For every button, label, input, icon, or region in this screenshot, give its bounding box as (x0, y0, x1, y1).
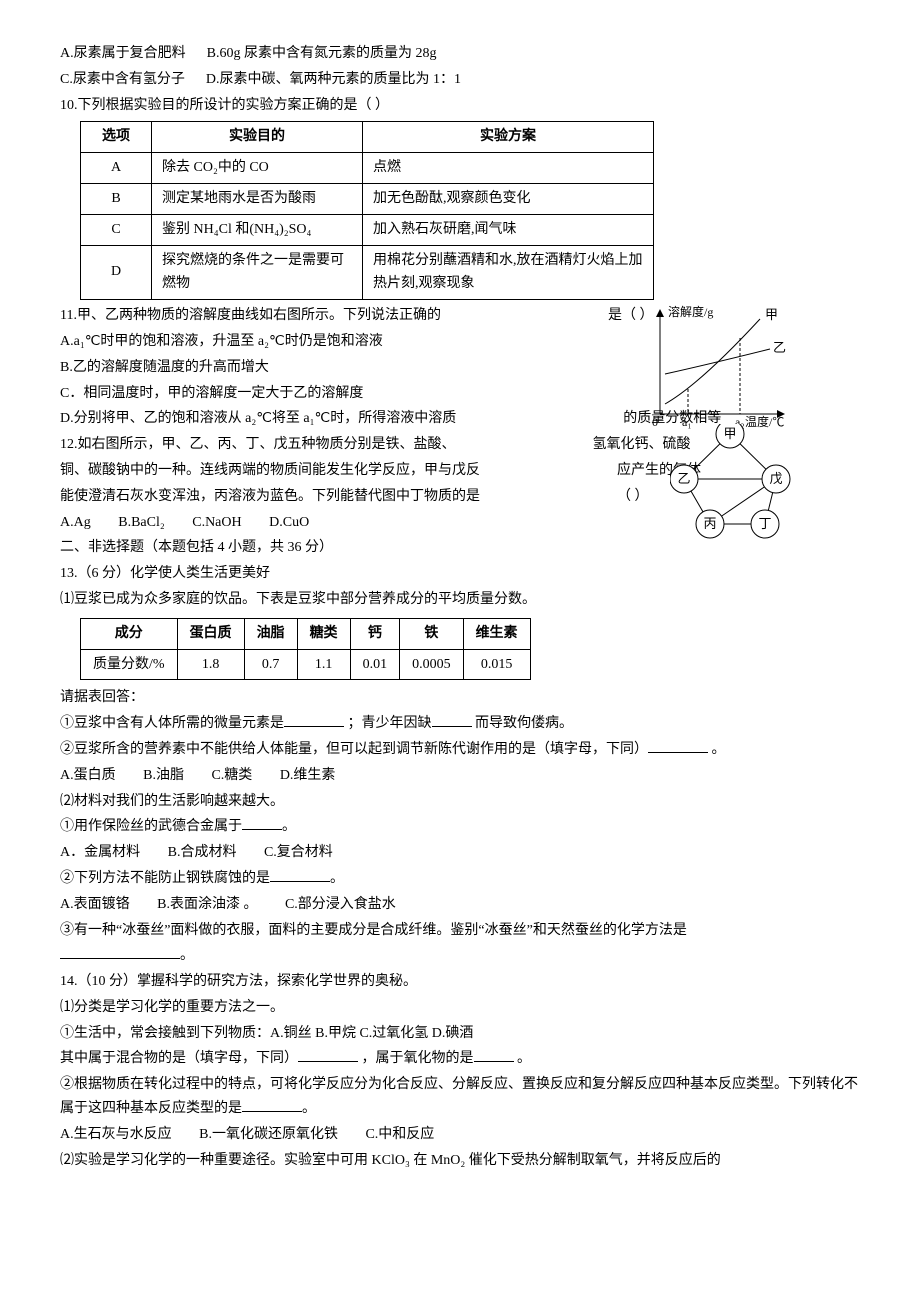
q10-table: 选项 实验目的 实验方案 A 除去 CO₂中的 CO 点燃 B 测定某地雨水是否… (80, 121, 654, 300)
pentagon-graph: 甲乙丙 丁 戊 (670, 424, 800, 558)
q14-s2-opts: A.生石灰与水反应 B.一氧化碳还原氧化铁 C.中和反应 (60, 1123, 860, 1147)
q13-m2: ②下列方法不能防止钢铁腐蚀的是。 (60, 867, 860, 891)
svg-text:丙: 丙 (703, 516, 716, 531)
q9-optC: C.尿素中含有氢分子 (60, 72, 185, 87)
table-row: C 鉴别 NH₄Cl 和(NH₄)₂SO₄ 加入熟石灰研磨,闻气味 (81, 214, 654, 245)
svg-text:丁: 丁 (758, 516, 771, 531)
q13-p2: ⑵材料对我们的生活影响越来越大。 (60, 790, 860, 814)
solubility-svg: 溶解度/g 温度/℃ 甲 乙 0 a₁ a₂ (640, 304, 800, 434)
q14-p2: ⑵实验是学习化学的一种重要途径。实验室中可用 KClO₃ 在 MnO₂ 催化下受… (60, 1149, 860, 1173)
svg-text:乙: 乙 (677, 471, 690, 486)
blank[interactable] (474, 1047, 514, 1062)
blank[interactable] (270, 867, 330, 882)
q14-p1: ⑴分类是学习化学的重要方法之一。 (60, 996, 860, 1020)
q11-q12-block: 溶解度/g 温度/℃ 甲 乙 0 a₁ a₂ 甲乙丙丁戊 11.甲、乙两种物质的… (60, 304, 860, 534)
q13-m3: ③有一种“冰蚕丝”面料做的衣服，面料的主要成分是合成纤维。鉴别“冰蚕丝”和天然蚕… (60, 919, 860, 943)
q13-q1: ①豆浆中含有人体所需的微量元素是 ；青少年因缺 而导致佝偻病。 (60, 712, 860, 736)
q9-optB: B.60g 尿素中含有氮元素的质量为 28g (207, 46, 437, 61)
q10-h2: 实验方案 (363, 122, 654, 153)
blank[interactable] (648, 738, 708, 753)
q9-optD: D.尿素中碳、氧两种元素的质量比为 1：1 (206, 72, 461, 87)
svg-text:乙: 乙 (773, 340, 786, 355)
q12-s1l: 12.如右图所示，甲、乙、丙、丁、戊五种物质分别是铁、盐酸、 (60, 437, 456, 452)
table-row: A 除去 CO₂中的 CO 点燃 (81, 153, 654, 184)
solubility-graph: 溶解度/g 温度/℃ 甲 乙 0 a₁ a₂ (640, 304, 800, 443)
q13-m1: ①用作保险丝的武德合金属于。 (60, 815, 860, 839)
pentagon-svg: 甲乙丙 丁 戊 (670, 424, 800, 549)
svg-text:甲: 甲 (723, 426, 736, 441)
q14-s1b: 其中属于混合物的是（填字母，下同） ，属于氧化物的是 。 (60, 1047, 860, 1071)
q9-row1: A.尿素属于复合肥料 B.60g 尿素中含有氮元素的质量为 28g (60, 42, 860, 66)
q12-s2l: 铜、碳酸钠中的一种。连线两端的物质间能发生化学反应，甲与戊反 (60, 463, 480, 478)
q10-h0: 选项 (81, 122, 152, 153)
q11-stem-l: 11.甲、乙两种物质的溶解度曲线如右图所示。下列说法正确的 (60, 308, 441, 323)
table-row: B 测定某地雨水是否为酸雨 加无色酚酞,观察颜色变化 (81, 183, 654, 214)
svg-text:甲: 甲 (765, 307, 778, 322)
q13-q2: ②豆浆所含的营养素中不能供给人体能量，但可以起到调节新陈代谢作用的是（填字母，下… (60, 738, 860, 762)
blank[interactable] (298, 1047, 358, 1062)
q12-s3r: （ ） (617, 489, 649, 504)
q14-s1a: ①生活中，常会接触到下列物质：A.铜丝 B.甲烷 C.过氧化氢 D.碘酒 (60, 1022, 860, 1046)
q14-stem: 14.（10 分）掌握科学的研究方法，探索化学世界的奥秘。 (60, 970, 860, 994)
q12-s3l: 能使澄清石灰水变浑浊，丙溶液为蓝色。下列能替代图中丁物质的是 (60, 489, 480, 504)
blank[interactable] (432, 712, 472, 727)
q9-row2: C.尿素中含有氢分子 D.尿素中碳、氧两种元素的质量比为 1：1 (60, 68, 860, 92)
table-row: 质量分数/% 1.8 0.7 1.1 0.01 0.0005 0.015 (81, 649, 531, 680)
blank[interactable] (60, 944, 180, 959)
q13-p1: ⑴豆浆已成为众多家庭的饮品。下表是豆浆中部分营养成分的平均质量分数。 (60, 588, 860, 612)
q13-stem: 13.（6 分）化学使人类生活更美好 (60, 562, 860, 586)
blank[interactable] (242, 815, 282, 830)
q10-h1: 实验目的 (152, 122, 363, 153)
blank[interactable] (284, 712, 344, 727)
q13-after: 请据表回答： (60, 686, 860, 710)
q10-stem: 10.下列根据实验目的所设计的实验方案正确的是（ ） (60, 94, 860, 118)
q13-m1-opts: A．金属材料 B.合成材料 C.复合材料 (60, 841, 860, 865)
table-row: D 探究燃烧的条件之一是需要可燃物 用棉花分别蘸酒精和水,放在酒精灯火焰上加热片… (81, 245, 654, 300)
blank[interactable] (242, 1097, 302, 1112)
q13-m2-opts: A.表面镀铬 B.表面涂油漆 。 C.部分浸入食盐水 (60, 893, 860, 917)
q13-m3b: 。 (60, 944, 860, 968)
q13-q2-opts: A.蛋白质 B.油脂 C.糖类 D.维生素 (60, 764, 860, 788)
svg-text:溶解度/g: 溶解度/g (668, 304, 713, 319)
svg-text:戊: 戊 (769, 471, 782, 486)
svg-text:0: 0 (652, 415, 658, 429)
q11-optD-l: D.分别将甲、乙的饱和溶液从 a₂℃将至 a₁℃时，所得溶液中溶质 (60, 411, 456, 426)
q9-optA: A.尿素属于复合肥料 (60, 46, 186, 61)
q13-table: 成分 蛋白质 油脂 糖类 钙 铁 维生素 质量分数/% 1.8 0.7 1.1 … (80, 618, 531, 681)
q14-s2: ②根据物质在转化过程中的特点，可将化学反应分为化合反应、分解反应、置换反应和复分… (60, 1073, 860, 1121)
